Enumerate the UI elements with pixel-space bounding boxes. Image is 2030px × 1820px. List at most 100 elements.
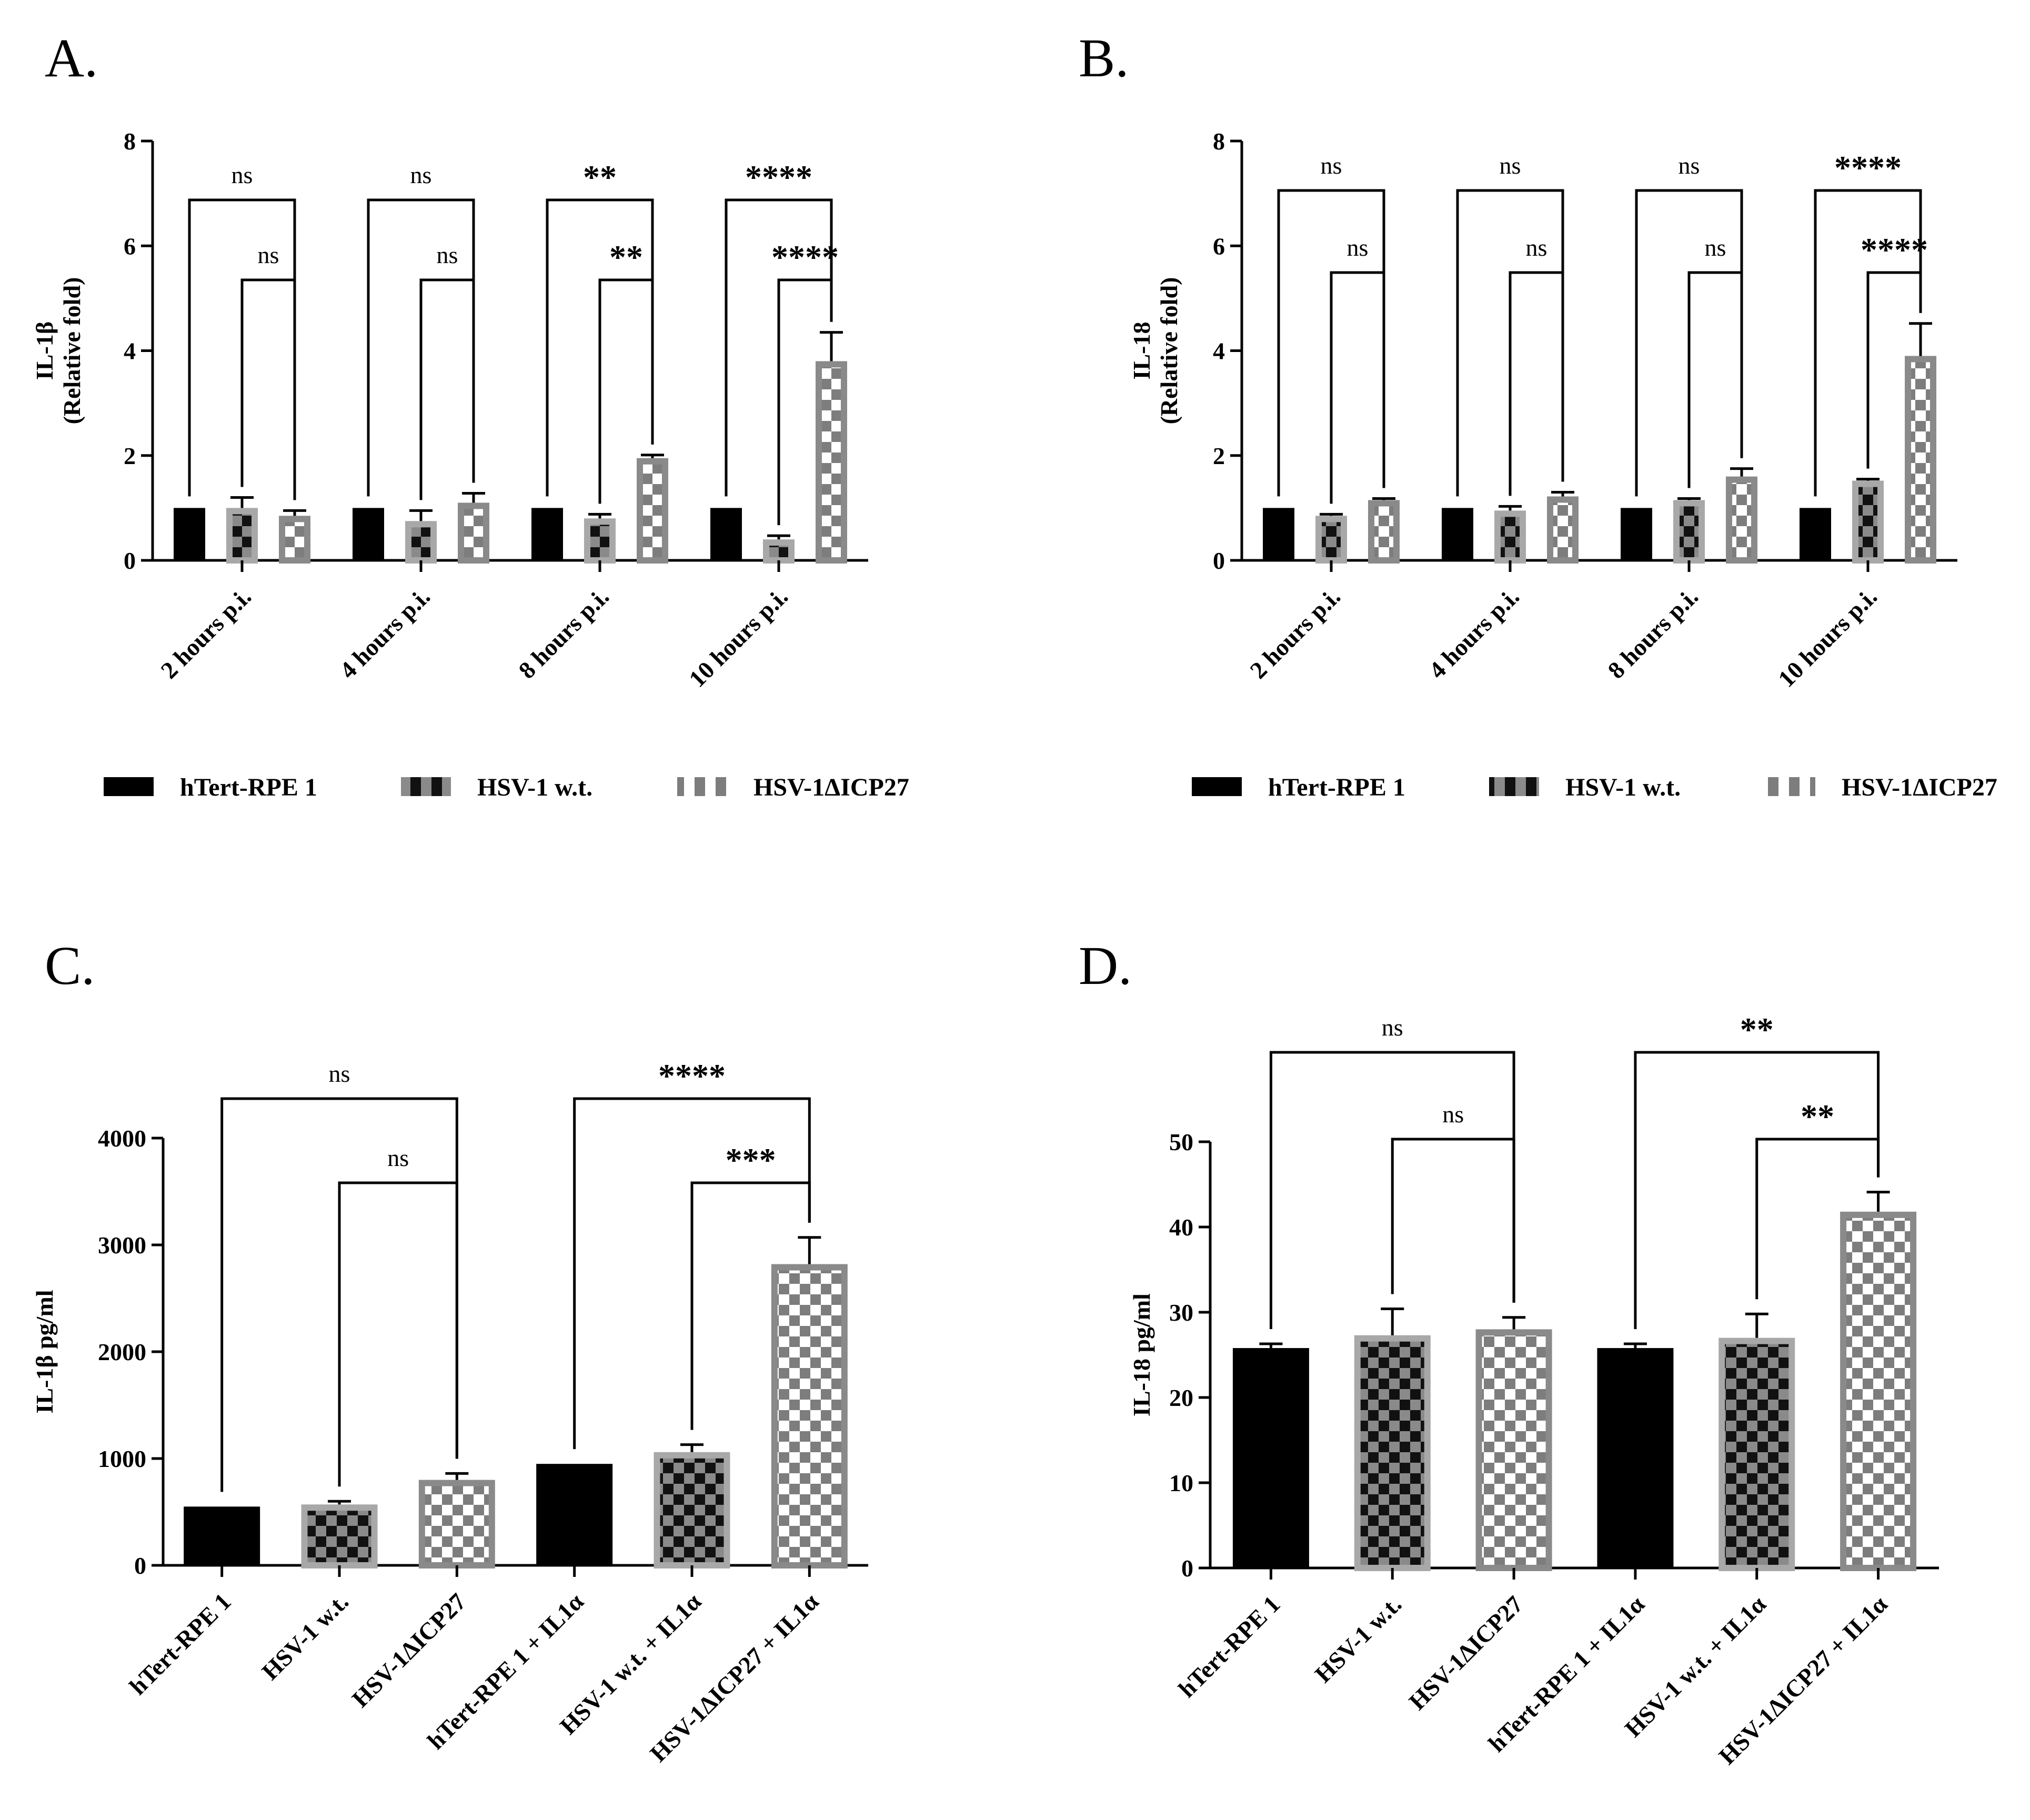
chart-a-x-category-label: 4 hours p.i. [335, 583, 436, 684]
chart-d-inner-sig-label: ** [1801, 1098, 1834, 1135]
chart-c-hsv-1-w-t--bar [301, 1504, 378, 1569]
chart-b-hsv-1-w-t--bar [1494, 510, 1526, 564]
chart-c-hsv-1-w-t-il1--bar [654, 1452, 730, 1569]
legend-a-swatch-solid [104, 777, 154, 796]
chart-d-outer-sig-bracket [1634, 1051, 1880, 1329]
chart-b-htert-rpe-1-bar [1800, 508, 1831, 560]
chart-b-hsv-1-w-t--bar [1852, 480, 1884, 564]
legend-a-swatch-check-dark [401, 777, 451, 796]
chart-a-y-tick-label: 6 [124, 233, 136, 259]
chart-a-inner-sig-label: ns [437, 242, 458, 268]
chart-d-il18-pg-ml: 0 10 20 30 40 50 hTert-RPE 1 HSV-1 w.t.HSV-1ΔIC… [1128, 1011, 1939, 1769]
chart-a-hsv-1-w-t--bar [405, 521, 437, 564]
chart-b-outer-sig-bracket [1814, 189, 1922, 497]
chart-c-htert-rpe-1-bar [184, 1506, 260, 1565]
chart-b-outer-sig-label: ns [1321, 152, 1342, 179]
chart-c-y-tick-label: 4000 [98, 1125, 146, 1152]
chart-b-y-axis-sublabel: (Relative fold) [1155, 277, 1182, 425]
chart-c-inner-sig-label: ns [387, 1144, 409, 1171]
chart-d-y-tick-label: 30 [1169, 1299, 1193, 1326]
chart-d-inner-sig-bracket [1755, 1138, 1880, 1300]
chart-a-x-category-label: 10 hours p.i. [684, 583, 793, 692]
chart-b-x-category-label: 8 hours p.i. [1603, 583, 1704, 684]
chart-b-y-tick-label: 6 [1213, 233, 1225, 259]
panel-letter-b: B. [1079, 28, 1129, 88]
chart-b-hsv-1-icp27-bar [1547, 496, 1579, 564]
chart-c-x-category-label: HSV-1ΔICP27 [347, 1588, 471, 1713]
chart-a-inner-sig-bracket [598, 278, 654, 504]
chart-d-y-tick-label: 10 [1169, 1470, 1193, 1496]
legend-b-label-solid: hTert-RPE 1 [1268, 773, 1405, 801]
chart-a-y-tick-label: 2 [124, 443, 136, 469]
chart-d-y-tick-label: 20 [1169, 1384, 1193, 1411]
chart-c-y-tick-label: 0 [134, 1552, 146, 1579]
chart-a-htert-rpe-1-bar [710, 508, 742, 560]
chart-d-y-tick-label: 0 [1181, 1555, 1193, 1582]
chart-c-y-axis-label: IL-1β pg/ml [31, 1290, 58, 1413]
chart-a-inner-sig-label: ns [258, 242, 279, 268]
chart-a-hsv-1-icp27-bar [458, 502, 489, 564]
legend-b-swatch-check-dark [1489, 777, 1539, 796]
chart-b-outer-sig-label: ns [1679, 152, 1700, 179]
chart-b-hsv-1-w-t--bar [1673, 500, 1705, 564]
chart-c-il1b-pg-ml: 0 1000 2000 3000 4000 hTert-RPE 1 HSV-1 w.t.HS… [31, 1057, 868, 1767]
chart-d-y-tick-label: 50 [1169, 1129, 1193, 1155]
panel-letter-d: D. [1079, 936, 1132, 996]
legend-a: hTert-RPE 1 HSV-1 w.t. HSV-1ΔICP27 [104, 773, 909, 801]
chart-b-y-axis-label: IL-18 [1128, 322, 1155, 380]
chart-d-outer-sig-label: ** [1740, 1011, 1774, 1048]
chart-a-hsv-1-icp27-bar [279, 516, 310, 564]
chart-a-outer-sig-label: ns [232, 162, 253, 188]
chart-a-x-category-label: 8 hours p.i. [514, 583, 615, 684]
chart-c-y-tick-label: 3000 [98, 1232, 146, 1259]
legend-a-swatch-check-light [677, 777, 727, 796]
chart-a-il1b-relative-fold: 0 2 4 6 8 2 hours p.i. ns ns 4 hours p.i. ns ns 8 h… [31, 128, 868, 692]
chart-d-inner-sig-bracket [1391, 1138, 1515, 1303]
legend-b: hTert-RPE 1 HSV-1 w.t. HSV-1ΔICP27 [1192, 773, 1997, 801]
chart-a-y-axis-label: IL-1β [31, 321, 58, 380]
chart-d-htert-rpe-1-il1--bar [1597, 1348, 1674, 1568]
chart-b-y-tick-label: 8 [1213, 128, 1225, 155]
chart-a-htert-rpe-1-bar [531, 508, 563, 560]
legend-b-label-check-light: HSV-1ΔICP27 [1842, 773, 1997, 801]
chart-d-x-category-label: HSV-1ΔICP27 [1404, 1591, 1529, 1715]
chart-b-inner-sig-label: ns [1526, 234, 1547, 261]
chart-c-x-category-label: hTert-RPE 1 [124, 1588, 236, 1700]
chart-d-x-category-label: hTert-RPE 1 [1173, 1591, 1285, 1703]
legend-b-swatch-solid [1192, 777, 1242, 796]
chart-a-outer-sig-bracket [725, 198, 833, 497]
chart-b-outer-sig-label: ns [1500, 152, 1521, 179]
chart-b-inner-sig-label: ns [1705, 234, 1726, 261]
chart-d-y-tick-label: 40 [1169, 1214, 1193, 1241]
chart-d-hsv-1-icp27-bar [1475, 1329, 1552, 1571]
chart-b-y-tick-label: 4 [1213, 338, 1225, 365]
chart-c-outer-sig-label: ns [329, 1060, 350, 1087]
chart-d-hsv-1-icp27-il1--bar [1840, 1211, 1917, 1572]
legend-b-swatch-check-light [1765, 777, 1815, 796]
chart-a-inner-sig-label: ** [609, 238, 643, 276]
chart-b-hsv-1-icp27-bar [1905, 356, 1936, 564]
chart-a-inner-sig-bracket [240, 278, 296, 500]
chart-d-htert-rpe-1-bar [1232, 1348, 1309, 1568]
chart-a-htert-rpe-1-bar [174, 508, 205, 560]
chart-a-inner-sig-label: **** [771, 238, 839, 276]
chart-a-hsv-1-w-t--bar [584, 518, 616, 564]
chart-b-il18-relative-fold: 0 2 4 6 8 2 hours p.i. ns ns 4 hours p.i. ns ns 8 h… [1128, 128, 1957, 692]
chart-b-inner-sig-bracket [1866, 271, 1922, 469]
chart-a-y-tick-label: 8 [124, 128, 136, 155]
chart-c-inner-sig-bracket [338, 1181, 458, 1487]
chart-c-hsv-1-icp27-bar [418, 1480, 495, 1569]
chart-a-y-tick-label: 4 [124, 338, 136, 365]
chart-a-y-tick-label: 0 [124, 547, 136, 574]
chart-b-inner-sig-bracket [1509, 271, 1564, 496]
chart-b-x-category-label: 4 hours p.i. [1424, 583, 1525, 684]
legend-a-label-check-light: HSV-1ΔICP27 [753, 773, 909, 801]
chart-b-htert-rpe-1-bar [1263, 508, 1294, 560]
chart-b-htert-rpe-1-bar [1621, 508, 1652, 560]
chart-b-inner-sig-bracket [1687, 271, 1743, 488]
chart-d-hsv-1-w-t-il1--bar [1719, 1338, 1795, 1572]
chart-c-hsv-1-icp27-il1--bar [771, 1264, 848, 1569]
chart-a-outer-sig-label: ns [410, 162, 432, 188]
chart-b-htert-rpe-1-bar [1442, 508, 1473, 560]
chart-c-y-tick-label: 2000 [98, 1339, 146, 1365]
